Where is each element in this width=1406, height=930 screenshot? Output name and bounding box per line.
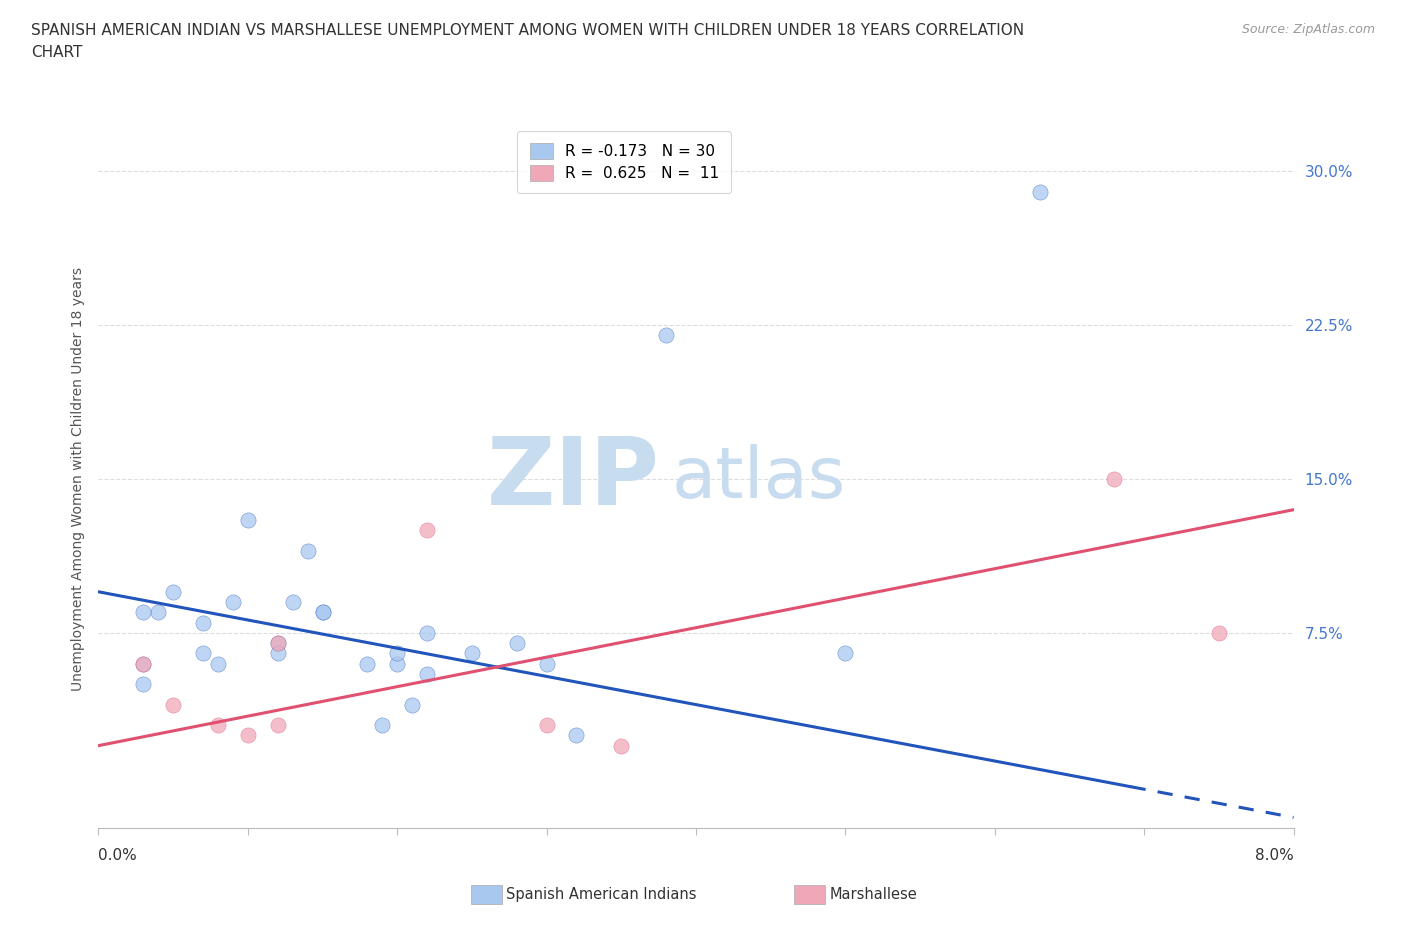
Point [132,657,155,671]
Text: Source: ZipAtlas.com: Source: ZipAtlas.com [1241,23,1375,36]
Point [385,646,409,661]
Text: SPANISH AMERICAN INDIAN VS MARSHALLESE UNEMPLOYMENT AMONG WOMEN WITH CHILDREN UN: SPANISH AMERICAN INDIAN VS MARSHALLESE U… [31,23,1024,38]
Point [311,604,333,619]
Text: Marshallese: Marshallese [830,887,917,902]
Text: 8.0%: 8.0% [1254,848,1294,863]
Point [191,646,214,661]
Point [1208,625,1230,640]
Point [132,677,155,692]
Point [236,728,259,743]
Point [267,635,290,650]
Point [281,594,304,609]
Legend: R = -0.173   N = 30, R =  0.625   N =  11: R = -0.173 N = 30, R = 0.625 N = 11 [517,131,731,193]
Point [536,718,558,733]
Point [371,718,394,733]
Point [416,523,439,538]
Point [401,698,423,712]
Point [834,646,856,661]
Point [610,738,633,753]
Point [162,698,184,712]
Point [1028,184,1050,199]
Point [132,604,155,619]
Text: atlas: atlas [672,445,846,513]
Point [267,635,290,650]
Text: 0.0%: 0.0% [98,848,138,863]
Point [311,604,333,619]
Point [416,625,439,640]
Point [416,667,439,682]
Point [132,657,155,671]
Point [461,646,484,661]
Point [655,328,678,343]
Text: Spanish American Indians: Spanish American Indians [506,887,696,902]
Point [1102,472,1125,486]
Point [191,615,214,630]
Point [536,657,558,671]
Y-axis label: Unemployment Among Women with Children Under 18 years: Unemployment Among Women with Children U… [70,267,84,691]
Point [356,657,378,671]
Point [222,594,245,609]
Point [267,646,290,661]
Text: CHART: CHART [31,45,83,60]
Point [207,657,229,671]
Point [267,718,290,733]
Point [162,584,184,599]
Point [148,604,170,619]
Point [506,635,529,650]
Point [207,718,229,733]
Point [565,728,588,743]
Point [236,512,259,527]
Text: ZIP: ZIP [488,433,661,525]
Point [385,657,409,671]
Point [297,543,319,558]
